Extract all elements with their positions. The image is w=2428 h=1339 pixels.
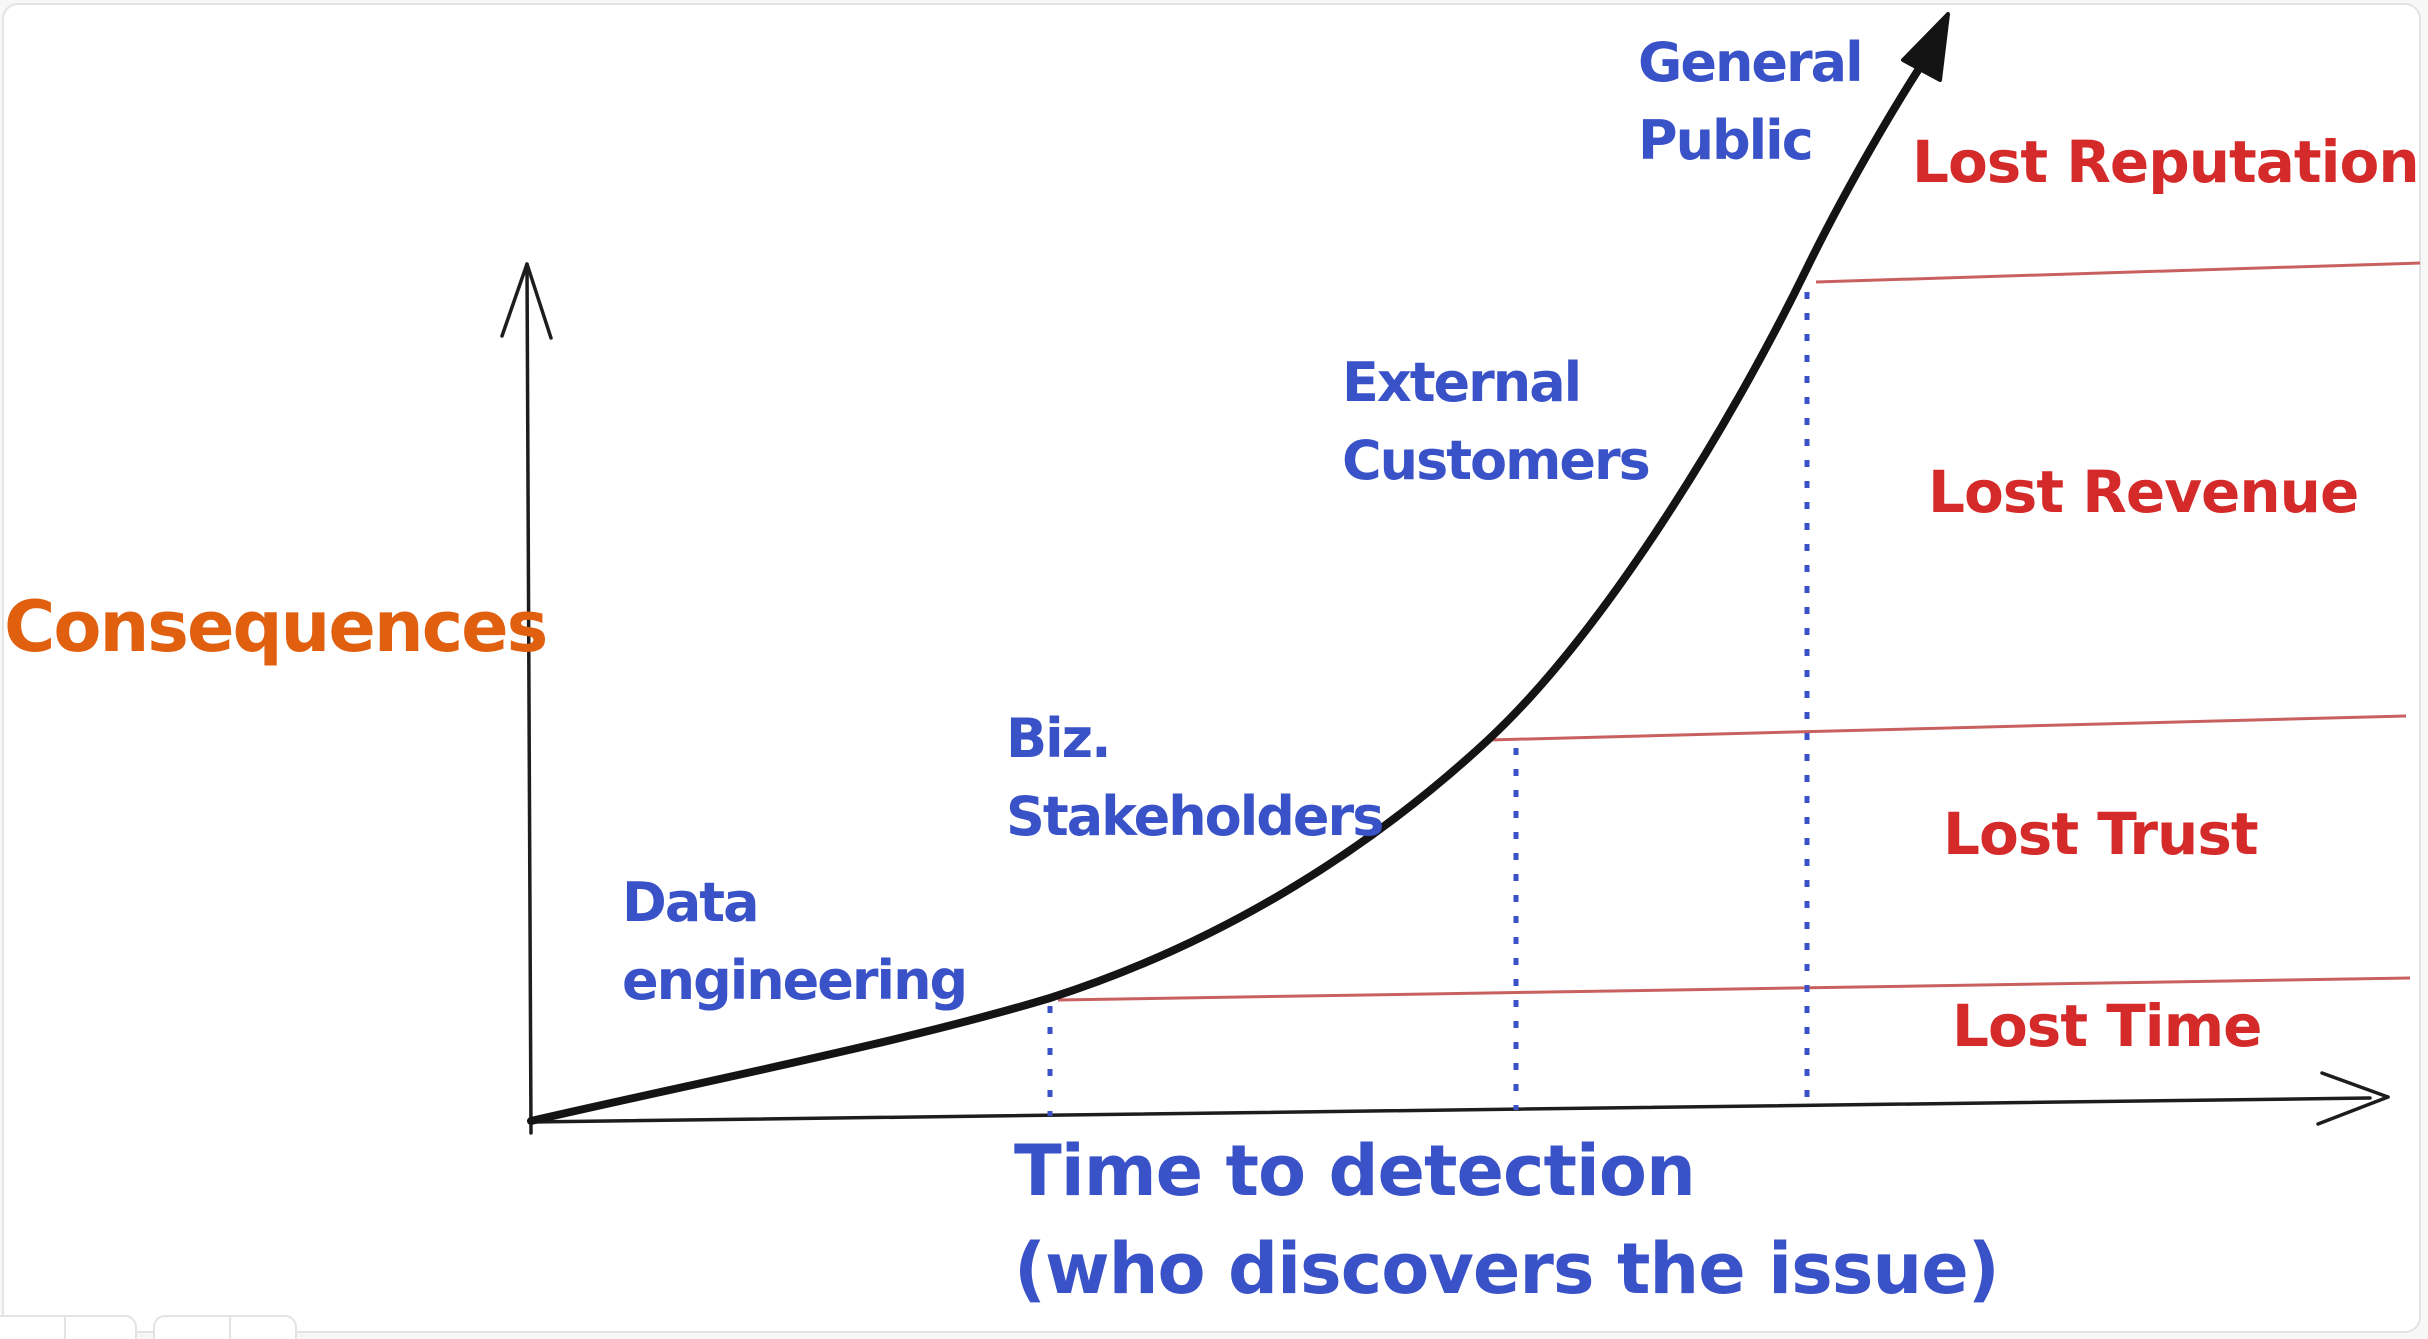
toolbar-divider [64,1317,66,1339]
x-axis-arrowhead-top [2320,1071,2390,1099]
x-axis-label[interactable]: Time to detection (who discovers the iss… [1014,1122,2000,1318]
curve-arrowhead [1901,12,1950,82]
y-axis-arrowhead-right [525,262,553,340]
zone-label-lost-revenue[interactable]: Lost Revenue [1928,458,2359,526]
lost-revenue-threshold-line[interactable] [1815,261,2421,284]
stage-label-external-customers[interactable]: External Customers [1342,344,1651,501]
drawing-canvas[interactable] [2,3,2421,1333]
x-axis-label-line1: Time to detection [1014,1130,1696,1212]
zone-label-lost-time[interactable]: Lost Time [1952,992,2262,1060]
stage-label-line: External [1342,351,1582,414]
stage-label-line: Stakeholders [1006,785,1384,849]
zone-label-lost-trust[interactable]: Lost Trust [1943,800,2259,868]
stage-label-line: Biz. [1006,707,1112,770]
stage-label-line: General [1638,31,1864,94]
toolbar-divider [229,1317,231,1339]
lost-trust-threshold-line[interactable] [1488,714,2407,742]
stage-label-data-engineering[interactable]: Data engineering [622,864,968,1021]
y-axis-line[interactable] [525,264,533,1135]
consequences-curve[interactable] [527,51,1932,1125]
y-axis-label[interactable]: Consequences [4,586,548,668]
stage-label-line: Data [622,871,760,934]
stage-label-line: Public [1638,109,1814,173]
x-axis-arrowhead-bottom [2316,1095,2390,1126]
y-axis-arrowhead-left [500,262,529,338]
stage-label-line: engineering [622,949,968,1013]
x-axis-line[interactable] [528,1096,2372,1124]
stage-label-general-public[interactable]: General Public [1638,24,1864,181]
x-axis-label-line2: (who discovers the issue) [1014,1228,2000,1310]
stage-label-biz-stakeholders[interactable]: Biz. Stakeholders [1006,700,1384,857]
stage-label-line: Customers [1342,429,1651,493]
toolbar-button-group-right[interactable] [153,1315,297,1339]
zone-label-lost-reputation[interactable]: Lost Reputation [1912,128,2420,196]
lost-time-threshold-line[interactable] [1057,976,2411,1002]
toolbar-button-group-left[interactable] [0,1315,137,1339]
